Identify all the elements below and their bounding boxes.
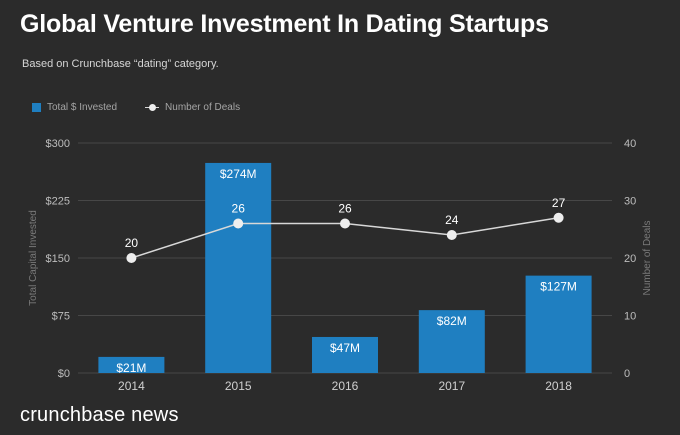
brand-logo: crunchbase news (20, 404, 179, 426)
deals-point-2014 (126, 253, 137, 263)
bar-label: $21M (116, 361, 146, 375)
deals-point-2015 (233, 218, 244, 229)
legend-bar-swatch (32, 103, 41, 112)
bar-2017 (418, 310, 485, 373)
bar-2014 (98, 356, 165, 373)
x-tick-label: 2015 (225, 379, 252, 393)
chart-legend: Total $ Invested Number of Deals (32, 102, 268, 113)
x-tick-label: 2017 (438, 379, 465, 393)
deals-point-label: 20 (125, 236, 139, 250)
y-tick-label: $300 (46, 138, 70, 150)
bar-label: $127M (540, 280, 577, 294)
y2-axis-title: Number of Deals (642, 220, 653, 295)
deals-point-2017 (446, 230, 457, 240)
y2-tick-label: 40 (624, 138, 636, 150)
bar-2016 (312, 336, 378, 373)
legend-item-deals: Number of Deals (145, 102, 240, 113)
y2-tick-label: 20 (624, 253, 636, 265)
legend-label-deals: Number of Deals (165, 102, 241, 113)
bar-label: $82M (437, 314, 467, 328)
deals-point-label: 27 (552, 196, 566, 210)
chart-subtitle: Based on Crunchbase “dating” category. (22, 58, 219, 70)
deals-point-2018 (553, 212, 564, 223)
y2-tick-label: 0 (624, 368, 630, 380)
bar-label: $47M (330, 341, 360, 355)
legend-line-marker (145, 103, 160, 112)
y-tick-label: $150 (46, 253, 70, 265)
y2-tick-label: 30 (624, 196, 636, 208)
bar-2015 (205, 162, 272, 373)
y2-tick-label: 10 (624, 311, 636, 323)
y-tick-label: $225 (46, 196, 70, 208)
deals-point-label: 26 (232, 202, 246, 216)
legend-label-invested: Total $ Invested (47, 102, 118, 113)
y-axis-title: Total Capital Invested (28, 210, 39, 306)
deals-point-2016 (340, 218, 350, 229)
x-tick-label: 2018 (545, 379, 572, 393)
x-tick-label: 2016 (332, 379, 359, 393)
legend-item-invested: Total $ Invested (32, 102, 117, 113)
chart-title: Global Venture Investment In Dating Star… (20, 10, 549, 38)
y-tick-label: $0 (58, 368, 70, 380)
deals-point-label: 26 (338, 202, 352, 216)
x-tick-label: 2014 (118, 379, 145, 393)
deals-point-label: 24 (445, 213, 459, 227)
bar-2018 (525, 275, 592, 373)
y-tick-label: $75 (52, 311, 70, 323)
bar-label: $274M (220, 167, 257, 181)
